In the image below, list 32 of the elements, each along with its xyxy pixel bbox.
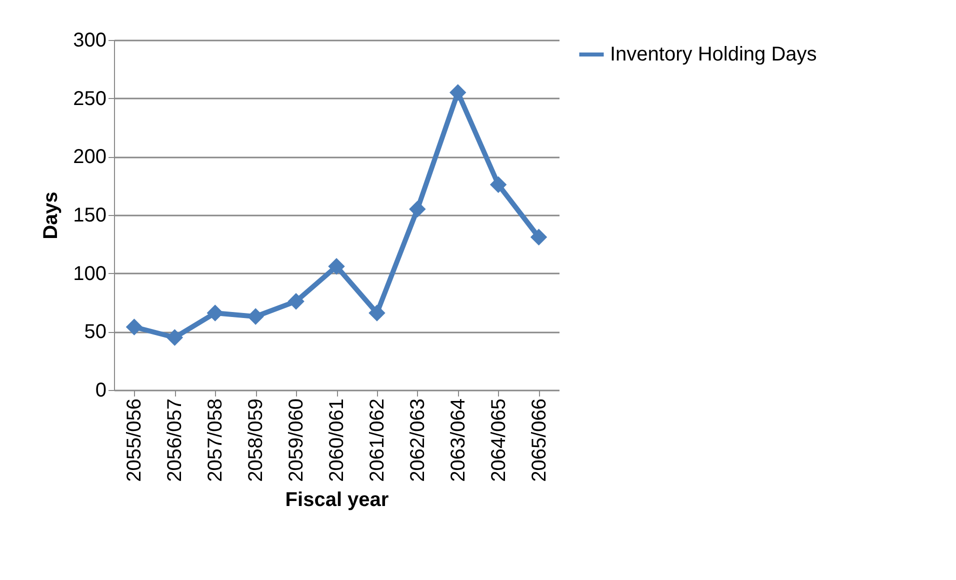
x-tick-label: 2059/060 — [286, 398, 308, 482]
x-tick-label: 2065/066 — [528, 398, 550, 482]
x-tick-label: 2055/056 — [124, 398, 146, 482]
point — [247, 308, 264, 325]
point — [449, 84, 466, 101]
y-tick-label: 100 — [73, 262, 106, 285]
point — [206, 304, 224, 322]
x-tick-label: 2056/057 — [164, 398, 186, 482]
x-tick-label: 2060/061 — [326, 398, 348, 482]
legend-label: Inventory Holding Days — [610, 44, 817, 66]
x-tick-label: 2064/065 — [488, 398, 510, 482]
y-tick-label: 250 — [73, 88, 106, 110]
point — [368, 304, 386, 322]
y-tick-label: 150 — [73, 204, 106, 226]
y-tick-label: 300 — [73, 30, 106, 52]
point — [126, 318, 143, 336]
point — [409, 200, 426, 218]
x-tick-label: 2063/064 — [447, 398, 470, 482]
point — [166, 329, 184, 346]
x-axis-title: Fiscal year — [285, 488, 389, 511]
x-tick-label: 2061/062 — [366, 398, 388, 482]
point — [288, 292, 304, 310]
point — [530, 228, 548, 246]
y-tick-label: 200 — [73, 146, 106, 168]
y-tick-label: 0 — [95, 380, 106, 402]
x-tick-label: 2058/059 — [245, 398, 268, 482]
y-axis-title: Days — [40, 192, 62, 240]
point — [490, 176, 507, 194]
y-tick-label: 50 — [84, 321, 106, 344]
x-tick-label: 2062/063 — [406, 398, 429, 482]
x-tick-label: 2057/058 — [204, 398, 227, 482]
point — [328, 258, 345, 275]
